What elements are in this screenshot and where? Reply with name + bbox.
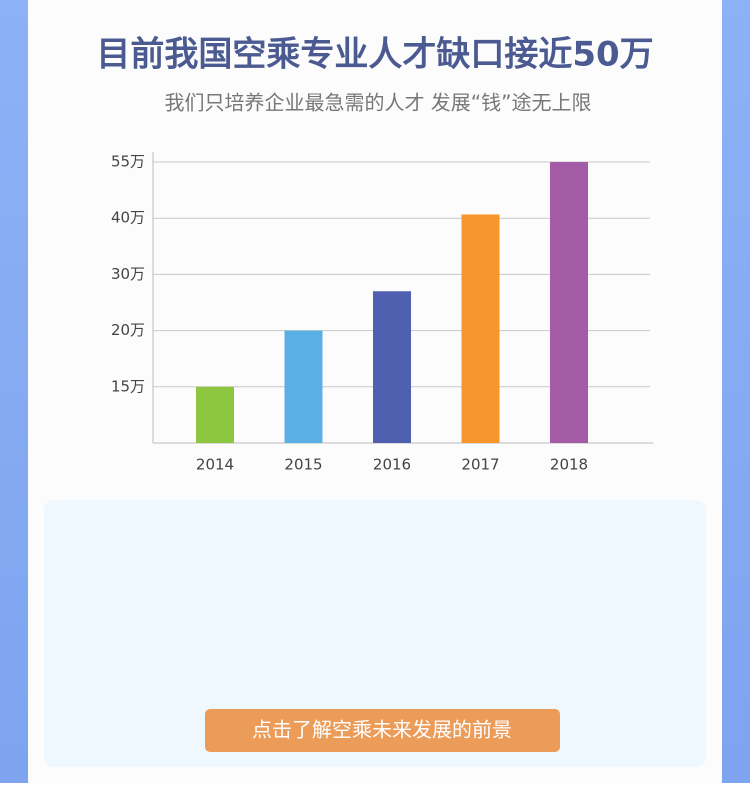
plot: 15万 20万 30万 40万 55万 2014 2015 2016 2017 2018 xyxy=(111,153,650,474)
bar xyxy=(284,330,323,443)
bar xyxy=(461,214,500,443)
x-tick-label: 2014 xyxy=(196,456,234,474)
y-tick-label: 30万 xyxy=(111,265,145,283)
bar xyxy=(373,291,411,443)
y-tick-label: 40万 xyxy=(111,209,145,227)
cta-button-label[interactable]: 点击了解空乘未来发展的前景 xyxy=(252,718,512,742)
cta-button[interactable] xyxy=(205,709,560,752)
y-tick-label: 15万 xyxy=(111,377,145,395)
title: 目前我国空乘专业人才缺口接近50万 xyxy=(96,35,653,75)
x-tick-label: 2018 xyxy=(550,456,588,474)
x-tick-label: 2015 xyxy=(284,456,322,474)
bar xyxy=(550,162,588,443)
info-panel xyxy=(44,500,706,767)
x-tick-label: 2017 xyxy=(461,456,499,474)
bar xyxy=(196,386,234,443)
y-tick-label: 55万 xyxy=(111,153,145,171)
x-tick-label: 2016 xyxy=(373,456,411,474)
subtitle: 我们只培养企业最急需的人才 发展“钱”途无上限 xyxy=(164,91,591,115)
y-tick-label: 20万 xyxy=(111,321,145,339)
